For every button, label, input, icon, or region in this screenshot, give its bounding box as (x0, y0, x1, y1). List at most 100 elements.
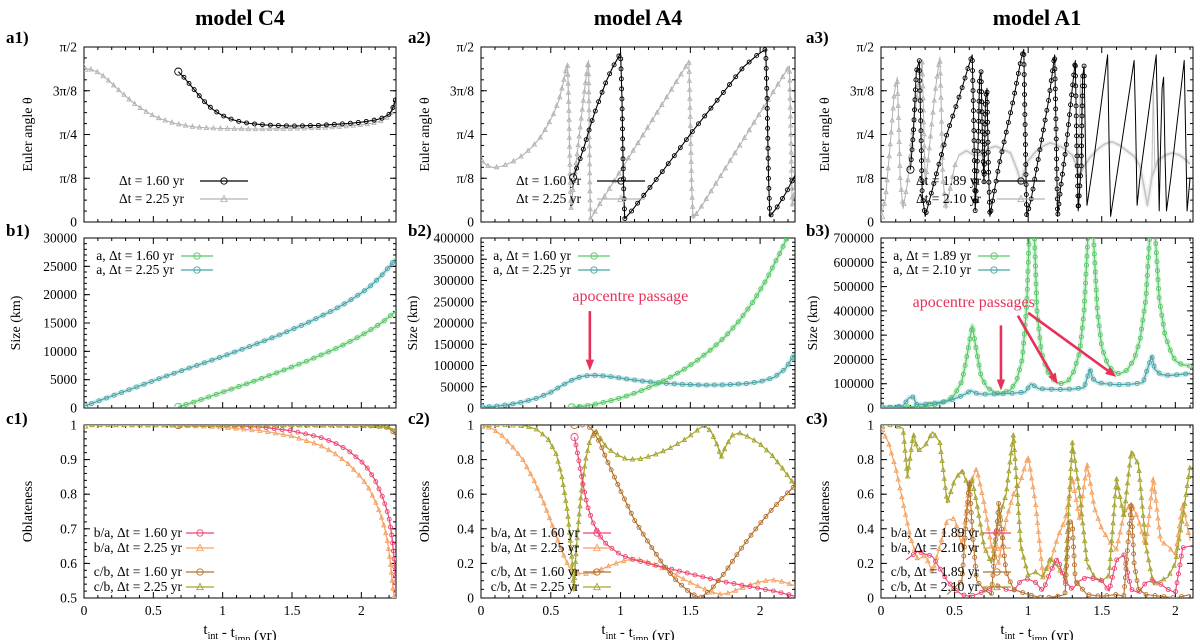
legend-label: a, Δt = 1.60 yr (96, 248, 174, 263)
ytick-label: 600000 (834, 255, 875, 270)
ticks-b2 (480, 237, 795, 409)
ytick-label: π/4 (857, 127, 875, 142)
legend-label: c/b, Δt = 1.60 yr (491, 564, 580, 579)
panel-label-b2: b2) (408, 221, 432, 240)
ytick-label: 300000 (434, 273, 475, 288)
xtick-label: 0 (878, 603, 885, 618)
ticks-c2 (480, 424, 795, 599)
ytick-label: 20000 (43, 287, 77, 302)
ytick-label: 400000 (834, 303, 875, 318)
ytick-label: 0 (70, 215, 77, 230)
series-b1-a_dt1.60 (174, 309, 396, 408)
y-axis-label: Oblateness (818, 481, 833, 542)
plot-border-b3 (880, 237, 1194, 409)
x-axis-label: tint - timp (yr) (601, 622, 674, 640)
legend-label: a, Δt = 1.60 yr (493, 248, 571, 263)
legend-label: c/b, Δt = 2.25 yr (94, 579, 183, 594)
ytick-label: 25000 (43, 259, 77, 274)
ytick-label: 1 (467, 418, 474, 433)
xtick-label: 1.5 (1093, 603, 1110, 618)
legend-label: Δt = 2.25 yr (119, 191, 185, 206)
xtick-label: 0 (478, 603, 485, 618)
legend-label: b/a, Δt = 2.25 yr (94, 540, 183, 555)
column-title-model-a1: model A1 (992, 5, 1082, 30)
ytick-label: 1 (867, 418, 874, 433)
series-a3-dt2.10_spike2 (1151, 82, 1156, 178)
ytick-label: 0.2 (857, 556, 874, 571)
panel-label-c3: c3) (806, 409, 828, 428)
legend-label: a, Δt = 2.10 yr (893, 262, 971, 277)
xtick-label: 1.5 (284, 603, 301, 618)
legend-b1: a, Δt = 1.60 yra, Δt = 2.25 yr (96, 248, 213, 277)
legend-label: c/b, Δt = 2.25 yr (491, 579, 580, 594)
ytick-label: 200000 (434, 316, 475, 331)
ytick-label: π/8 (457, 171, 475, 186)
legend-label: a, Δt = 2.25 yr (493, 262, 571, 277)
annotation-text: apocentre passages (913, 294, 1035, 311)
panel-c1: 0.5 0.6 0.7 0.8 0.9 1 0 0.5 1 1.5 2 tint - timp (yr… (21, 418, 397, 640)
ytick-label: 0.6 (857, 487, 874, 502)
panel-label-b3: b3) (806, 221, 830, 240)
series-c3-ba_dt2.10 (881, 425, 1192, 577)
series-c1-ba_dt1.60 (174, 425, 396, 595)
ytick-label: 300000 (834, 328, 875, 343)
xtick-label: 0.5 (145, 603, 162, 618)
xtick-label: 0.5 (946, 603, 963, 618)
legend-label: Δt = 2.10 yr (916, 191, 982, 206)
legend-label: b/a, Δt = 2.10 yr (891, 540, 980, 555)
ytick-label: 0.6 (457, 487, 474, 502)
xtick-label: 1 (617, 603, 624, 618)
svg-text:tint - timp (yr): tint - timp (yr) (1000, 622, 1073, 640)
y-axis-label: Oblateness (418, 481, 433, 542)
annotation-b2: apocentre passage (572, 288, 688, 371)
panel-c2: 0 0.2 0.4 0.6 0.8 1 0 0.5 1 1.5 2 tint - timp (yr) O… (418, 418, 796, 640)
ticks-b1 (83, 237, 396, 409)
legend-a2: Δt = 1.60 yr Δt = 2.25 yr (516, 173, 645, 206)
legend-label: b/a, Δt = 1.60 yr (94, 525, 183, 540)
series-a2-dt1.60 (569, 47, 795, 221)
panel-label-a3: a3) (806, 28, 829, 47)
ytick-label: 0.5 (60, 591, 77, 606)
legend-b3: a, Δt = 1.89 yra, Δt = 2.10 yr (893, 248, 1010, 277)
column-title-model-c4: model C4 (195, 5, 285, 30)
y-axis-label: Size (km) (806, 295, 821, 350)
xtick-label: 2 (1172, 603, 1179, 618)
legend-a1: Δt = 1.60 yr Δt = 2.25 yr (119, 173, 248, 206)
legend-c1: b/a, Δt = 1.60 yrb/a, Δt = 2.25 yr c/b, Δ… (94, 525, 214, 594)
ticks-b3 (880, 237, 1193, 409)
panel-label-c1: c1) (6, 409, 28, 428)
ytick-label: 250000 (434, 294, 475, 309)
ytick-label: 100000 (834, 376, 875, 391)
panel-label-a2: a2) (408, 28, 431, 47)
series-a1-dt2.25 (84, 63, 396, 132)
y-axis-label: Oblateness (21, 481, 36, 542)
ytick-label: π/2 (857, 40, 874, 55)
y-axis-label: Euler angle θ (818, 97, 833, 172)
series-b2-a_dt1.60 (567, 238, 790, 408)
ytick-label: 0.2 (457, 556, 474, 571)
ytick-label: 200000 (834, 352, 875, 367)
xtick-label: 1 (219, 603, 226, 618)
ytick-label: 0.8 (60, 487, 77, 502)
panel-c3: 0 0.2 0.4 0.6 0.8 1 0 0.5 1 1.5 2 tint - timp (yr) O… (818, 418, 1194, 640)
series-a3-dt2.10_early (881, 56, 960, 219)
ytick-label: 350000 (434, 252, 475, 267)
legend-label: c/b, Δt = 2.10 yr (891, 579, 980, 594)
ytick-label: π/8 (857, 171, 875, 186)
ytick-label: 0.7 (60, 521, 77, 536)
xtick-label: 2 (757, 603, 764, 618)
ytick-label: 0.8 (457, 452, 474, 467)
ytick-label: 100000 (434, 358, 475, 373)
panel-label-c2: c2) (408, 409, 430, 428)
ticks-a3 (880, 46, 1193, 223)
column-title-model-a4: model A4 (593, 5, 683, 30)
series-c2-ba_dt1.60 (570, 433, 795, 598)
legend-label: a, Δt = 2.25 yr (96, 262, 174, 277)
series-a1-dt1.60 (174, 67, 396, 129)
x-axis-label: tint - timp (yr) (1000, 622, 1073, 640)
ytick-label: π/8 (60, 171, 78, 186)
legend-label: b/a, Δt = 2.25 yr (491, 540, 580, 555)
ytick-label: 3π/8 (450, 83, 474, 98)
y-axis-label: Euler angle θ (21, 97, 36, 172)
